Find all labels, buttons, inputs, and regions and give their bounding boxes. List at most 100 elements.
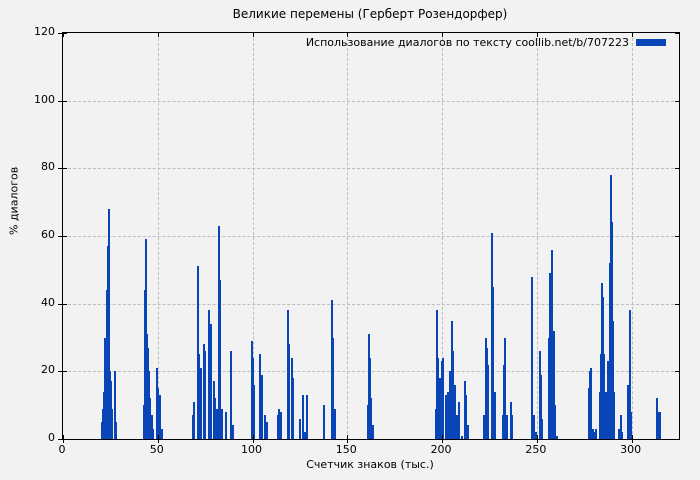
- bar: [292, 378, 295, 439]
- bar: [149, 398, 152, 439]
- bar: [150, 415, 153, 439]
- bar: [251, 357, 254, 439]
- bar: [453, 384, 456, 439]
- bar: [449, 371, 452, 439]
- bar: [491, 232, 494, 439]
- bar: [657, 411, 660, 439]
- bar: [371, 425, 374, 439]
- x-tick-mark: [252, 33, 254, 37]
- bar: [250, 340, 253, 439]
- bar: [151, 428, 154, 439]
- bar: [221, 408, 224, 439]
- y-tick-mark: [58, 371, 63, 373]
- bar: [286, 310, 289, 439]
- bar: [464, 381, 466, 439]
- bar: [612, 320, 615, 439]
- y-tick-label: 60: [41, 228, 55, 241]
- bar: [607, 361, 610, 439]
- bar: [601, 296, 604, 439]
- y-tick-mark: [675, 100, 679, 102]
- x-tick-mark: [631, 33, 633, 37]
- y-tick-mark: [58, 439, 63, 440]
- legend-swatch: [636, 39, 666, 46]
- x-tick-mark: [63, 439, 64, 443]
- y-tick-mark: [675, 439, 679, 440]
- bar: [451, 320, 454, 439]
- horizontal-gridline: [63, 168, 679, 170]
- x-tick-mark: [347, 439, 349, 443]
- bar: [467, 425, 470, 439]
- bar: [604, 391, 607, 439]
- y-tick-mark: [58, 33, 63, 34]
- y-axis-title: % диалогов: [7, 166, 21, 235]
- bar: [196, 266, 199, 439]
- y-tick-mark: [675, 236, 679, 237]
- bar: [605, 395, 608, 439]
- bar: [535, 432, 538, 439]
- bar: [620, 432, 623, 439]
- bar: [156, 367, 158, 439]
- bar: [609, 175, 612, 439]
- x-tick-mark: [536, 33, 538, 37]
- bar: [555, 435, 558, 439]
- y-tick-mark: [63, 100, 67, 102]
- x-axis-title: Счетчик знаков (тыс.): [306, 458, 434, 471]
- bar: [493, 391, 496, 439]
- bar: [487, 364, 490, 439]
- bar: [587, 388, 590, 439]
- y-tick-mark: [675, 371, 679, 373]
- x-tick-mark: [631, 435, 633, 439]
- y-tick-mark: [63, 303, 67, 305]
- bar: [628, 310, 631, 439]
- x-tick-label: 0: [58, 443, 66, 456]
- bar: [299, 418, 302, 439]
- bar: [599, 354, 602, 439]
- bar: [548, 337, 551, 439]
- y-tick-label: 0: [48, 431, 55, 444]
- bar: [278, 408, 281, 439]
- bar: [231, 425, 234, 439]
- y-tick-label: 40: [41, 295, 55, 309]
- bar: [215, 408, 218, 439]
- bar: [591, 428, 594, 439]
- bar: [437, 357, 440, 439]
- bar: [113, 371, 116, 439]
- bar: [619, 415, 622, 439]
- bar: [659, 411, 662, 439]
- bar: [218, 279, 221, 439]
- bar: [160, 428, 163, 439]
- bar: [290, 357, 293, 439]
- y-tick-mark: [58, 303, 63, 305]
- bar: [501, 415, 504, 439]
- y-tick-label: 80: [41, 160, 55, 174]
- bar: [617, 428, 620, 439]
- x-tick-mark: [252, 435, 254, 439]
- bar: [593, 432, 596, 439]
- bar: [445, 395, 448, 439]
- y-tick-mark: [58, 168, 63, 170]
- bar: [465, 395, 468, 439]
- bar: [224, 411, 227, 439]
- horizontal-gridline: [63, 371, 679, 373]
- bar: [259, 354, 262, 439]
- bar: [217, 225, 220, 439]
- y-tick-mark: [63, 371, 67, 373]
- bar: [509, 401, 512, 439]
- bar: [511, 415, 514, 439]
- legend-label: Использование диалогов по тексту coollib…: [305, 36, 629, 49]
- bar: [209, 323, 212, 439]
- y-tick-mark: [58, 100, 63, 102]
- bar: [214, 398, 216, 439]
- bar: [111, 408, 114, 439]
- bar: [531, 276, 534, 439]
- inner-ticks: [58, 33, 679, 443]
- bar: [434, 408, 437, 439]
- x-tick-mark: [442, 439, 444, 443]
- bar: [610, 222, 613, 439]
- bar: [438, 378, 441, 439]
- bar: [303, 432, 306, 439]
- bar: [330, 300, 333, 439]
- bar: [207, 310, 210, 439]
- y-tick-labels: 0 20 40 60 80 100 120: [0, 26, 55, 444]
